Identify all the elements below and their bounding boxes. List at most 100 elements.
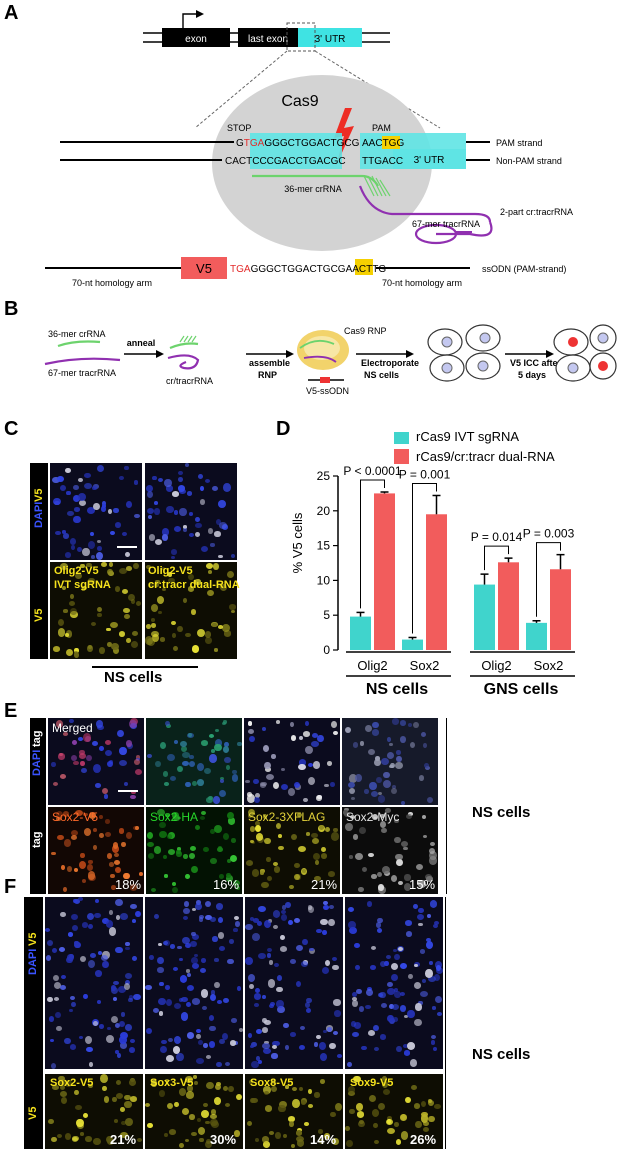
- nucleus: [282, 1133, 288, 1139]
- nucleus: [422, 742, 428, 749]
- nucleus: [367, 749, 375, 756]
- nucleus: [311, 740, 319, 747]
- anneal-label: anneal: [127, 338, 156, 348]
- nucleus: [93, 1137, 101, 1145]
- nucleus: [207, 589, 214, 596]
- nucleus: [252, 917, 260, 923]
- nucleus: [156, 956, 164, 965]
- v5-icc-label: V5 ICC after: [510, 358, 562, 368]
- nucleus: [261, 882, 269, 889]
- nucleus: [375, 922, 381, 928]
- crrna-label: 36-mer crRNA: [284, 184, 342, 194]
- nucleus: [378, 884, 385, 891]
- panel-label-e: E: [4, 700, 18, 722]
- nucleus: [248, 728, 255, 734]
- nucleus: [192, 780, 197, 786]
- nucleus: [191, 998, 200, 1005]
- nucleus: [280, 946, 288, 952]
- nucleus: [351, 996, 357, 1001]
- nucleus: [384, 961, 389, 966]
- nucleus: [177, 945, 182, 950]
- nucleus: [74, 810, 83, 817]
- nucleus: [271, 1045, 277, 1050]
- nucleus: [120, 913, 129, 920]
- nucleus: [80, 767, 87, 774]
- nucleus: [108, 562, 114, 568]
- f-label-3: Sox9-V5: [350, 1077, 394, 1089]
- nucleus: [73, 652, 80, 659]
- nucleus: [332, 964, 339, 971]
- nucleus: [394, 988, 399, 993]
- nucleus: [270, 1085, 278, 1093]
- nucleus: [317, 1129, 324, 1134]
- nucleus: [178, 1142, 184, 1148]
- nucleus: [124, 972, 133, 979]
- nucleus: [135, 911, 141, 918]
- nucleus: [112, 1097, 117, 1102]
- nucleus: [105, 920, 114, 928]
- nucleus: [324, 1132, 331, 1140]
- nucleus: [352, 742, 359, 748]
- cr-tracr-label: cr/tracrRNA: [166, 376, 213, 386]
- nucleus: [74, 573, 82, 580]
- nucleus: [304, 1121, 309, 1126]
- nucleus: [50, 1062, 57, 1069]
- nucleus: [201, 1110, 210, 1118]
- nucleus: [266, 953, 272, 959]
- nucleus: [182, 907, 190, 915]
- bar-1-1: [426, 514, 447, 650]
- nucleus: [333, 999, 341, 1006]
- nucleus: [300, 960, 308, 967]
- nucleus: [97, 999, 102, 1004]
- nucleus: [52, 476, 60, 484]
- y-tick-label-1: 5: [323, 608, 330, 622]
- nucleus: [96, 551, 104, 560]
- nucleus: [193, 954, 199, 958]
- legend-swatch-1: [394, 449, 409, 464]
- nucleus: [106, 852, 113, 859]
- nucleus: [246, 1120, 252, 1127]
- nucleus: [268, 1131, 274, 1136]
- nucleus: [270, 1001, 275, 1006]
- e-label-1: Sox2-HA: [150, 810, 199, 824]
- e-row1-dapi: DAPI: [31, 749, 43, 776]
- nucleus: [251, 1060, 259, 1069]
- nucleus: [94, 912, 101, 918]
- nucleus: [230, 554, 235, 559]
- nucleus: [405, 813, 412, 820]
- nucleus: [228, 1085, 235, 1093]
- nucleus: [196, 779, 205, 786]
- nucleus: [131, 641, 139, 648]
- nucleus: [388, 1003, 394, 1010]
- nucleus: [226, 875, 233, 883]
- nucleus: [381, 1075, 388, 1081]
- nucleus: [333, 827, 338, 832]
- nucleus: [422, 834, 428, 839]
- nucleus: [173, 1046, 181, 1054]
- nucleus: [308, 1104, 314, 1109]
- micrograph-e-sox2-flag: [244, 807, 340, 894]
- nucleus: [407, 1009, 415, 1018]
- chart-legend: rCas9 IVT sgRNA rCas9/cr:tracr dual-RNA: [394, 432, 555, 464]
- nucleus: [229, 1040, 237, 1047]
- panel-label-c: C: [4, 418, 19, 440]
- nucleus: [428, 1115, 435, 1123]
- f-row2-v5: V5: [27, 1106, 39, 1120]
- nucleus: [99, 647, 106, 654]
- nucleus: [83, 733, 91, 743]
- nucleus: [283, 1022, 289, 1029]
- nucleus: [120, 1012, 126, 1017]
- nucleus: [288, 1121, 294, 1127]
- nucleus: [311, 832, 319, 839]
- nucleus: [74, 648, 79, 653]
- nucleus: [147, 1123, 153, 1128]
- nucleus: [77, 736, 83, 741]
- nucleus: [349, 1108, 355, 1114]
- nucleus: [92, 1020, 98, 1026]
- nucleus: [167, 848, 176, 855]
- nucleus: [78, 897, 83, 901]
- e-percent-0: 18%: [115, 877, 142, 892]
- nucleus: [46, 996, 53, 1003]
- nucleus: [100, 955, 109, 961]
- nucleus: [315, 1034, 321, 1040]
